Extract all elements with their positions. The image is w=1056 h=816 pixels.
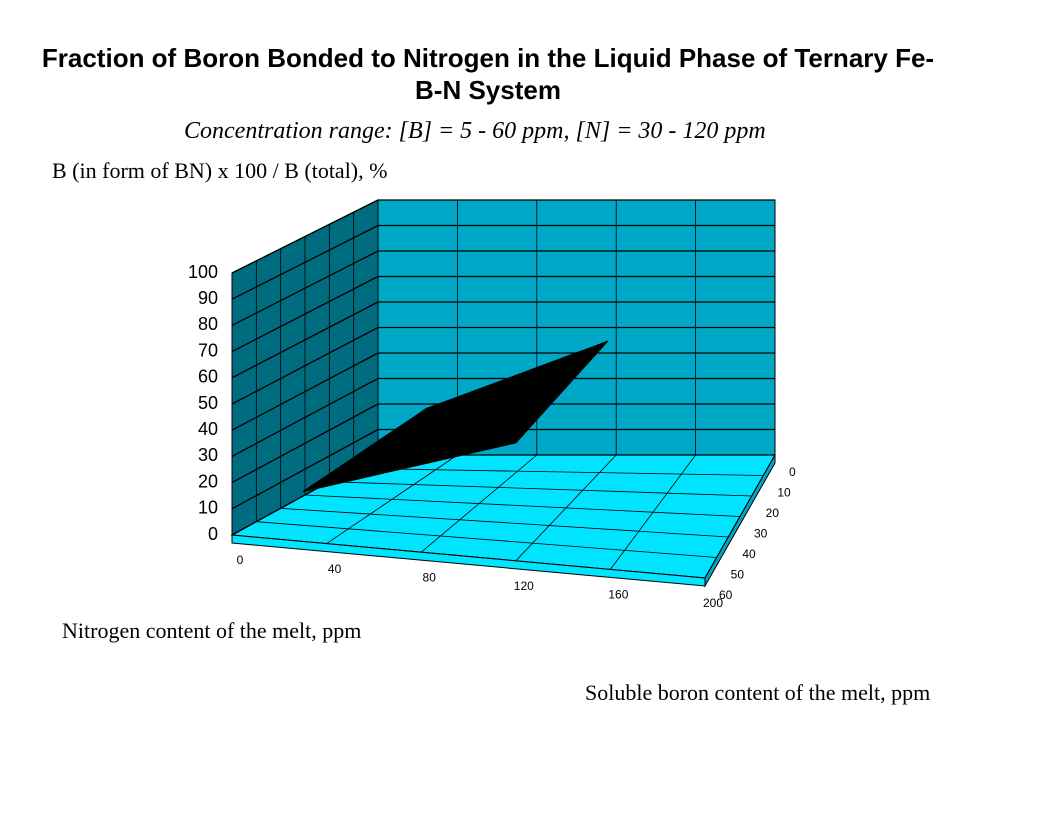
z-tick-label: 70 <box>198 340 218 360</box>
z-tick-label: 60 <box>198 367 218 387</box>
grid-line <box>353 467 764 476</box>
x-tick-label: 160 <box>608 588 628 602</box>
grid-line <box>280 507 729 538</box>
y-tick-label: 30 <box>754 527 768 541</box>
surface <box>302 340 609 493</box>
x-tick-label: 120 <box>514 579 534 593</box>
x-tick-label: 0 <box>237 553 244 567</box>
x-tick-label: 200 <box>703 596 723 610</box>
z-tick-label: 20 <box>198 471 218 491</box>
z-tick-label: 30 <box>198 445 218 465</box>
chart-subtitle: Concentration range: [B] = 5 - 60 ppm, [… <box>184 118 766 144</box>
x-tick-label: 40 <box>328 562 342 576</box>
grid-line <box>231 534 706 579</box>
y-tick-label: 40 <box>742 547 756 561</box>
y-axis-label: Soluble boron content of the melt, ppm <box>585 680 931 705</box>
z-tick-label: 40 <box>198 419 218 439</box>
z-tick-label: 100 <box>188 262 218 282</box>
z-tick-label: 50 <box>198 393 218 413</box>
y-tick-label: 0 <box>789 465 796 479</box>
grid-line <box>329 481 752 497</box>
x-tick-label: 80 <box>423 570 437 584</box>
y-tick-label: 50 <box>731 568 745 582</box>
grid-line <box>304 494 741 517</box>
grid-line <box>256 521 717 558</box>
z-tick-label: 80 <box>198 314 218 334</box>
y-tick-label: 60 <box>719 588 733 602</box>
z-axis-label: B (in form of BN) x 100 / B (total), % <box>52 158 388 183</box>
z-tick-label: 0 <box>208 524 218 544</box>
y-tick-label: 10 <box>777 486 791 500</box>
y-tick-label: 20 <box>766 506 780 520</box>
z-tick-label: 10 <box>198 498 218 518</box>
z-tick-label: 90 <box>198 288 218 308</box>
chart-title: Fraction of Boron Bonded to Nitrogen in … <box>41 43 935 105</box>
x-axis-label: Nitrogen content of the melt, ppm <box>62 618 362 643</box>
